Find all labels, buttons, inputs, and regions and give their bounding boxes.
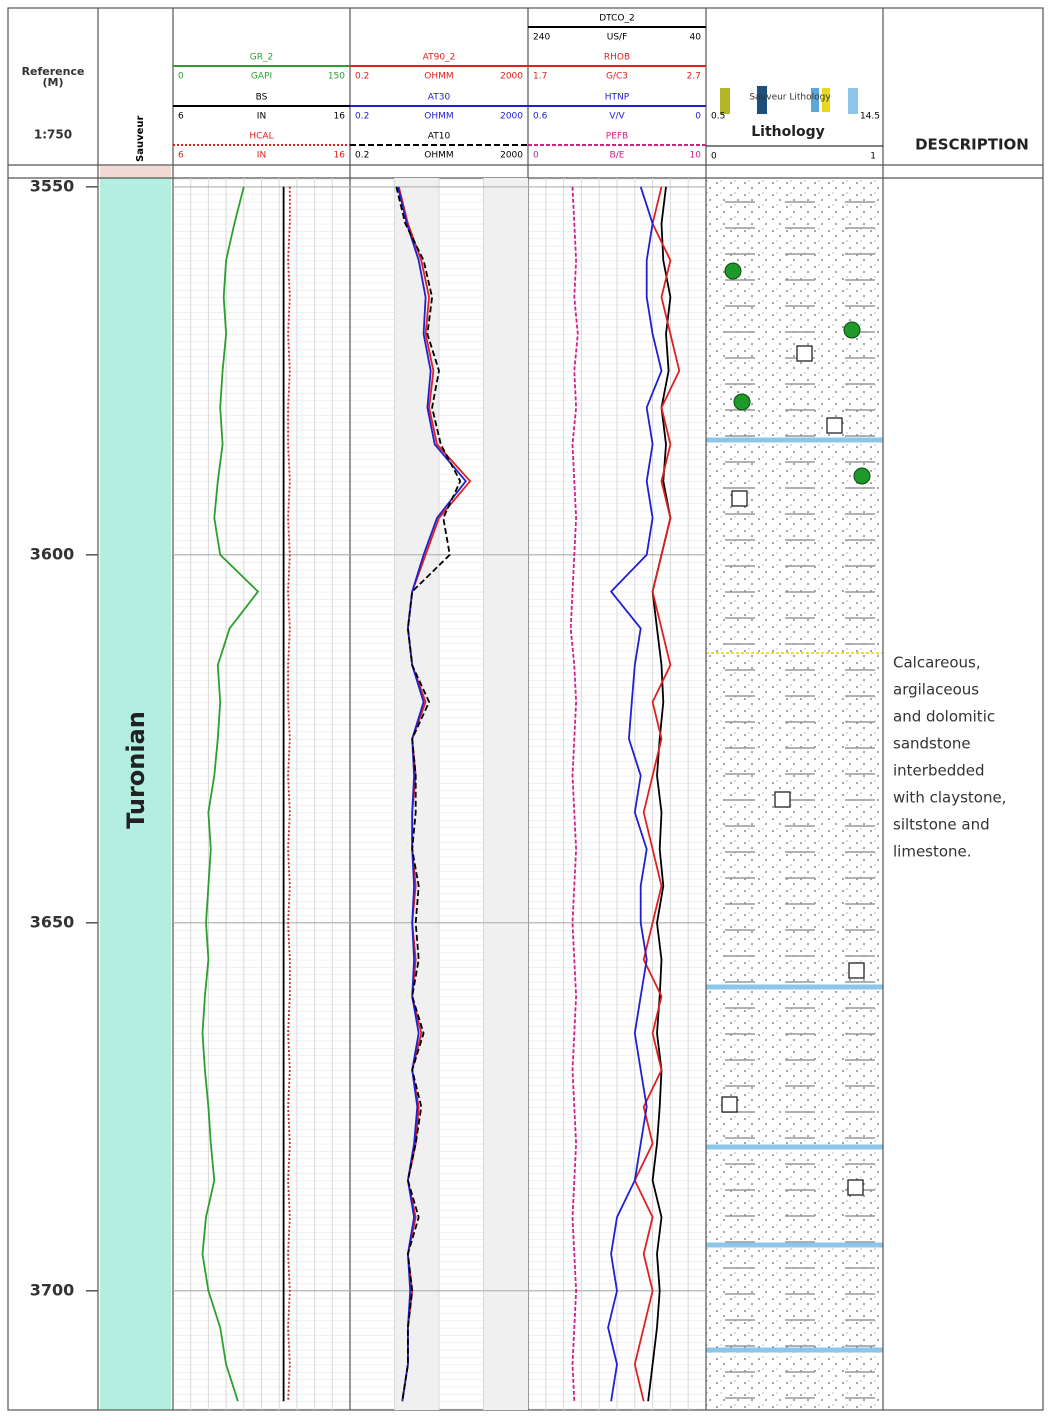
curve-name: AT30	[428, 93, 451, 103]
curve-max: 16	[334, 151, 346, 161]
description-line: Calcareous,	[893, 654, 981, 672]
depth-label: Reference	[22, 65, 85, 78]
curve-name: BS	[256, 93, 268, 103]
curve-unit: OHMM	[424, 112, 453, 122]
log-curve	[647, 186, 672, 1402]
zone-top	[100, 166, 171, 178]
curve-min: 6	[178, 151, 184, 161]
lithology-scale-max: 14.5	[860, 112, 880, 122]
curve-min: 240	[533, 33, 550, 43]
zone-track-title: Sauveur	[135, 116, 146, 162]
curve-max: 2000	[500, 72, 523, 82]
zone-name: Turonian	[122, 711, 150, 829]
curve-max: 2.7	[687, 72, 701, 82]
lithology-xmin: 0	[711, 152, 717, 162]
curve-unit: IN	[257, 112, 266, 122]
lithology-symbols	[721, 262, 871, 1196]
curve-min: 0.2	[355, 151, 369, 161]
curve-name: AT10	[428, 132, 451, 142]
curve-min: 1.7	[533, 72, 547, 82]
curve-min: 0.2	[355, 112, 369, 122]
curve-unit: G/C3	[606, 72, 628, 82]
curve-unit: US/F	[607, 33, 628, 43]
curve-min: 6	[178, 112, 184, 122]
curve-name: DTCO_2	[599, 14, 635, 24]
depth-tick-label: 3550	[30, 176, 75, 195]
lithology-legend	[720, 86, 858, 114]
curve-unit: OHMM	[424, 72, 453, 82]
curve-max: 40	[690, 33, 702, 43]
lithology-shale	[706, 178, 883, 1410]
curve-unit: B/E	[610, 151, 625, 161]
curve-max: 2000	[500, 112, 523, 122]
curve-min: 0	[178, 72, 184, 82]
lithology-beds	[706, 437, 883, 1353]
curve-unit: IN	[257, 151, 266, 161]
depth-unit: (M)	[42, 76, 63, 89]
log-curve	[201, 186, 260, 1402]
curve-unit: GAPI	[251, 72, 272, 82]
curve-name: HCAL	[249, 132, 273, 142]
log-shade	[483, 178, 528, 1410]
description-line: siltstone and	[893, 816, 990, 834]
log-curve	[607, 186, 663, 1402]
log-curve	[397, 186, 467, 1402]
description-line: argilaceous	[893, 681, 979, 699]
curve-max: 2000	[500, 151, 523, 161]
curve-min: 0	[533, 151, 539, 161]
curve-unit: V/V	[609, 112, 625, 122]
log-curve	[633, 186, 681, 1402]
curve-name: RHOB	[604, 53, 630, 63]
description-line: sandstone	[893, 735, 971, 753]
curve-name: HTNP	[605, 93, 630, 103]
curve-name: GR_2	[250, 53, 273, 63]
description-line: limestone.	[893, 843, 972, 861]
depth-tick-label: 3700	[30, 1280, 75, 1299]
lithology-legend-label: Sauveur Lithology	[749, 93, 831, 103]
description-line: interbedded	[893, 762, 985, 780]
curve-max: 0	[695, 112, 701, 122]
description-line: with claystone,	[893, 789, 1006, 807]
lithology-title: Lithology	[751, 124, 825, 140]
description-title: DESCRIPTION	[915, 136, 1029, 154]
curve-min: 0.6	[533, 112, 548, 122]
depth-scale: 1:750	[34, 128, 72, 142]
curve-name: AT90_2	[423, 53, 456, 63]
description-line: and dolomitic	[893, 708, 995, 726]
zone-band	[100, 178, 171, 1410]
depth-tick-label: 3600	[30, 544, 75, 563]
log-curve	[395, 186, 462, 1402]
lithology-scale-min: 0.5	[711, 112, 725, 122]
curve-name: PEFB	[606, 132, 628, 142]
log-curve	[569, 186, 579, 1402]
curve-max: 16	[334, 112, 346, 122]
lithology-xmax: 1	[870, 152, 876, 162]
curve-max: 10	[690, 151, 702, 161]
curve-min: 0.2	[355, 72, 369, 82]
curve-max: 150	[328, 72, 345, 82]
depth-tick-label: 3650	[30, 912, 75, 931]
curve-unit: OHMM	[424, 151, 453, 161]
log-curve	[287, 186, 291, 1402]
